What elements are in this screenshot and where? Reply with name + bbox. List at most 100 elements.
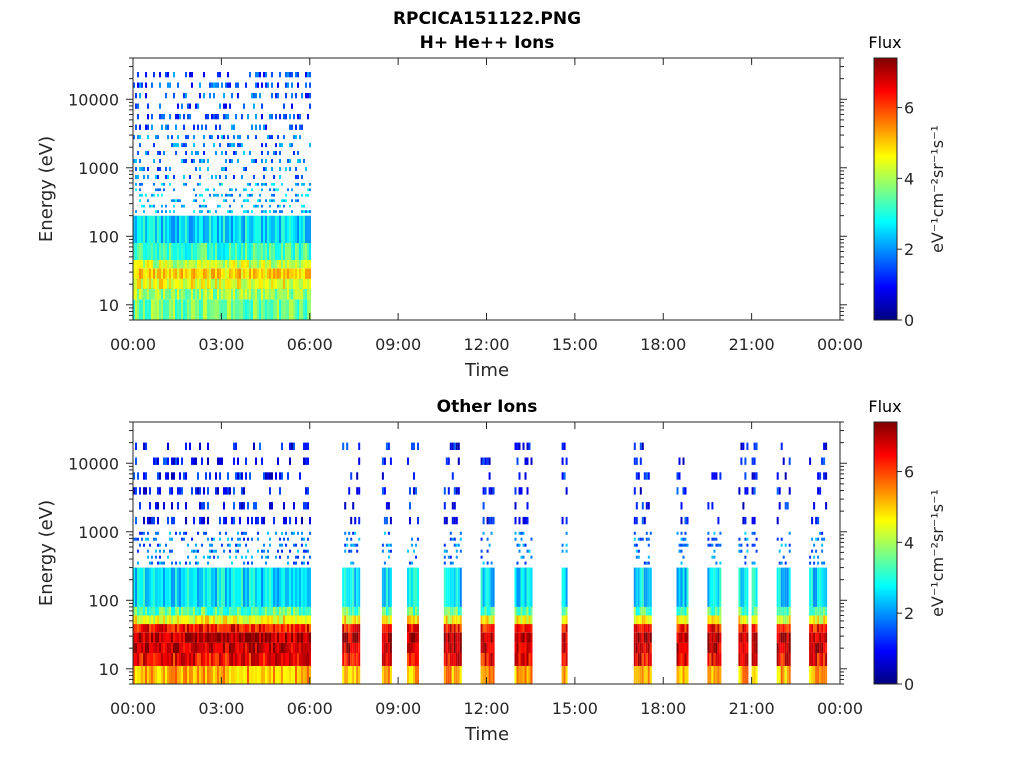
heatmap-cell [261, 103, 263, 109]
heatmap-cell [417, 632, 419, 643]
heatmap-cell [139, 666, 141, 684]
heatmap-cell [215, 242, 217, 260]
heatmap-cell [782, 642, 785, 653]
heatmap-cell [449, 615, 452, 625]
heatmap-cell [823, 666, 826, 684]
heatmap-cell [819, 615, 822, 625]
heatmap-cell [195, 606, 197, 616]
heatmap-cell [181, 159, 183, 163]
heatmap-cell [482, 457, 485, 465]
heatmap-cell [269, 260, 271, 269]
heatmap-cell [155, 606, 157, 616]
heatmap-cell [249, 666, 251, 684]
heatmap-cell [165, 624, 167, 633]
heatmap-cell [291, 567, 293, 607]
heatmap-cell [307, 215, 309, 243]
heatmap-cell [649, 615, 652, 625]
heatmap-cell [813, 642, 816, 653]
heatmap-cell [181, 289, 183, 300]
heatmap-cell [199, 642, 201, 653]
heatmap-cell [245, 188, 247, 192]
heatmap-cell [297, 642, 299, 653]
heatmap-cell [231, 299, 233, 320]
x-tick-label: 03:00 [198, 699, 244, 718]
heatmap-cell [488, 642, 491, 653]
heatmap-cell [201, 260, 203, 269]
heatmap-cell [193, 210, 195, 213]
heatmap-cell [746, 632, 749, 643]
heatmap-cell [181, 606, 183, 616]
heatmap-cell [676, 487, 679, 495]
heatmap-cell [449, 666, 452, 684]
heatmap-cell [215, 151, 217, 155]
heatmap-cell [744, 457, 747, 465]
heatmap-cell [219, 103, 221, 109]
heatmap-cell [231, 215, 233, 243]
heatmap-cell [151, 114, 153, 120]
heatmap-cell [289, 615, 291, 625]
heatmap-cell [145, 82, 147, 88]
heatmap-cell [817, 561, 820, 565]
heatmap-cell [303, 606, 305, 616]
heatmap-cell [530, 457, 533, 465]
heatmap-cell [193, 188, 195, 192]
heatmap-cell [528, 567, 531, 607]
heatmap-cell [641, 442, 644, 450]
heatmap-cell [815, 537, 818, 541]
heatmap-cell [243, 268, 245, 279]
heatmap-cell [686, 516, 689, 525]
heatmap-cell [227, 472, 229, 480]
heatmap-cell [137, 260, 139, 269]
heatmap-cell [241, 666, 243, 684]
heatmap-cell [255, 289, 257, 300]
heatmap-cell [305, 666, 307, 684]
heatmap-cell [253, 567, 255, 607]
heatmap-cell [738, 642, 741, 653]
heatmap-cell [285, 268, 287, 279]
heatmap-cell [381, 487, 384, 495]
heatmap-cell [217, 624, 219, 633]
heatmap-cell [643, 632, 646, 643]
heatmap-cell [249, 472, 251, 480]
heatmap-cell [643, 615, 646, 625]
heatmap-cell [143, 531, 145, 535]
heatmap-cell [263, 642, 265, 653]
heatmap-cell [219, 215, 221, 243]
heatmap-cell [684, 516, 687, 525]
heatmap-cell [227, 215, 229, 243]
heatmap-cell [271, 82, 273, 88]
heatmap-cell [307, 188, 309, 192]
heatmap-cell [287, 567, 289, 607]
heatmap-cell [707, 632, 710, 643]
heatmap-cell [297, 82, 299, 88]
heatmap-cell [443, 487, 446, 495]
heatmap-cell [344, 666, 347, 684]
heatmap-cell [157, 472, 159, 480]
heatmap-cell [309, 567, 311, 607]
heatmap-cell [191, 549, 193, 553]
heatmap-cell [167, 624, 169, 633]
heatmap-cell [233, 457, 235, 465]
heatmap-cell [251, 193, 253, 197]
heatmap-cell [211, 624, 213, 633]
heatmap-cell [647, 472, 650, 480]
heatmap-cell [191, 299, 193, 320]
heatmap-cell [261, 653, 263, 666]
heatmap-cell [486, 653, 489, 666]
heatmap-cell [185, 442, 187, 450]
heatmap-cell [187, 289, 189, 300]
heatmap-cell [297, 193, 299, 197]
heatmap-cell [301, 278, 303, 289]
heatmap-cell [211, 606, 213, 616]
heatmap-cell [169, 183, 171, 186]
heatmap-cell [275, 567, 277, 607]
y-tick-label: 10000 [68, 90, 119, 109]
heatmap-cell [303, 615, 305, 625]
heatmap-cell [233, 215, 235, 243]
x-tick-label: 18:00 [640, 699, 686, 718]
heatmap-cell [263, 615, 265, 625]
heatmap-cell [221, 567, 223, 607]
heatmap-cell [187, 260, 189, 269]
heatmap-cell [159, 632, 161, 643]
heatmap-cell [782, 555, 785, 559]
